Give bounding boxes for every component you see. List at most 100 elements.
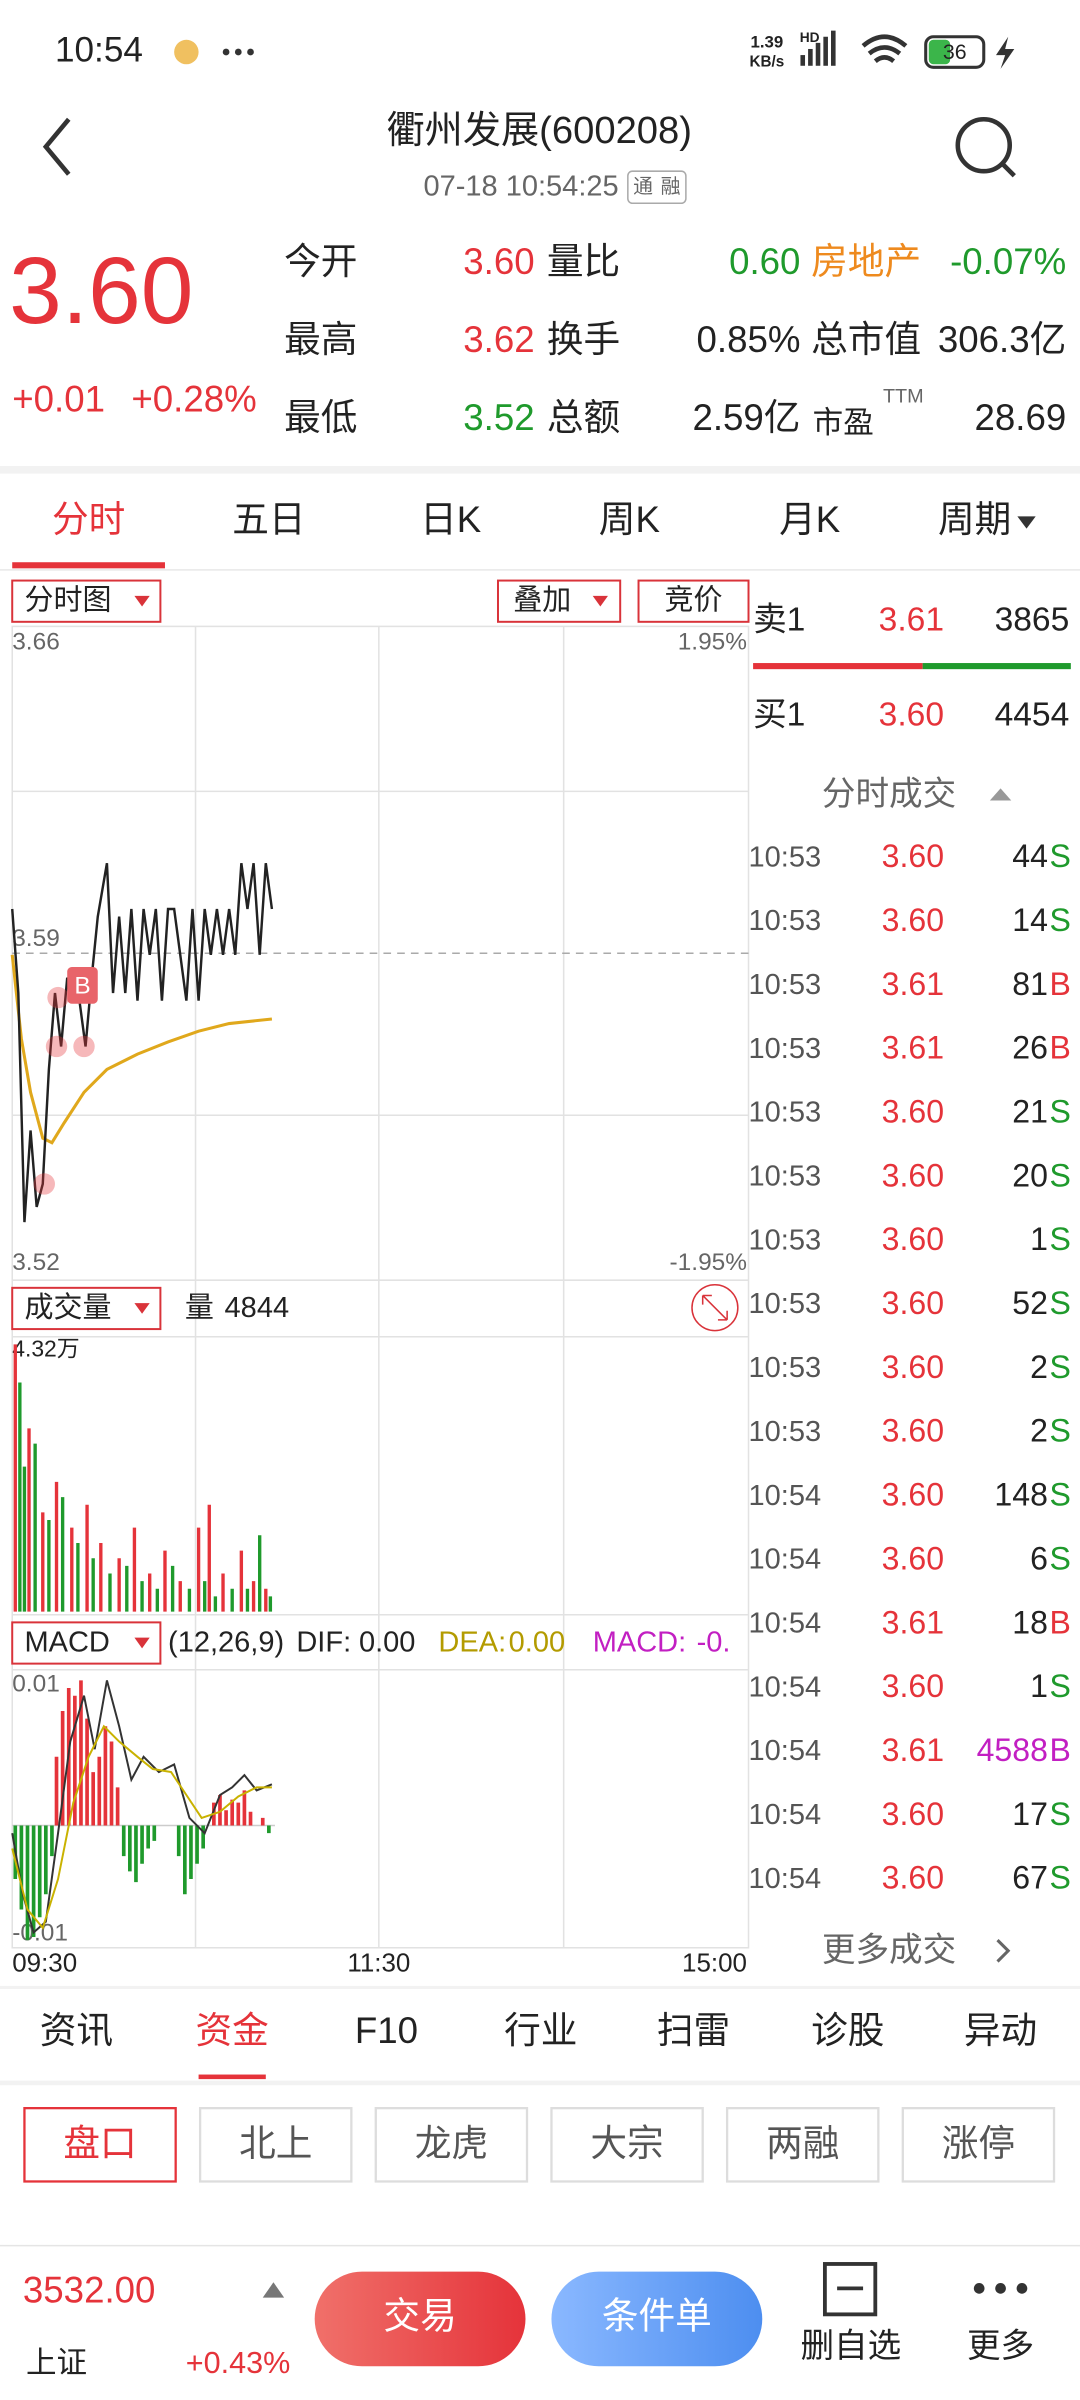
condition-button[interactable] <box>551 2271 763 2367</box>
average-price-line <box>10 954 273 1145</box>
trade-price: 3.61 <box>882 1732 944 1768</box>
sub-tab-frame[interactable] <box>198 2107 353 2183</box>
trade-time: 10:53 <box>749 1224 822 1256</box>
sector-name[interactable]: 房地产 <box>811 241 921 282</box>
sub-tab[interactable]: 北上 <box>239 2123 312 2164</box>
trade-price: 3.60 <box>882 1668 944 1704</box>
info-tabs: 资讯 资金 F10 行业 扫雷 诊股 异动 <box>40 2010 1037 2080</box>
period-tab[interactable]: 月K <box>779 499 841 540</box>
battery-text: 36 <box>943 40 967 64</box>
trade-side: S <box>1049 1540 1070 1576</box>
sub-tab-frame[interactable] <box>23 2107 177 2183</box>
sub-tab[interactable]: 两融 <box>766 2123 839 2164</box>
sub-tab[interactable]: 涨停 <box>942 2123 1015 2164</box>
sub-tab[interactable]: 大宗 <box>590 2123 663 2164</box>
more-icon[interactable] <box>973 2283 1028 2294</box>
period-tab[interactable]: 分时 <box>52 499 125 540</box>
mode-button[interactable] <box>11 579 162 623</box>
bid-price: 3.60 <box>879 696 944 733</box>
trade-volume: 148 <box>994 1477 1048 1513</box>
period-tab[interactable]: 日K <box>420 499 482 540</box>
info-tab[interactable]: 扫雷 <box>657 2010 730 2051</box>
change: +0.01 <box>12 379 105 420</box>
info-tab[interactable]: 诊股 <box>811 2010 884 2051</box>
status-time: 10:54 <box>55 30 143 69</box>
price-axis-label: 3.52 <box>12 1249 60 1276</box>
trade-side: B <box>1049 1732 1070 1768</box>
chart-buttons <box>11 579 750 1665</box>
stat-value: -0.07% <box>950 241 1066 282</box>
info-tab[interactable]: F10 <box>355 2010 418 2051</box>
trade-time: 10:53 <box>749 969 822 1001</box>
sub-tab-frame[interactable] <box>550 2107 704 2183</box>
period-tab[interactable]: 周K <box>599 499 661 540</box>
trade-price: 3.60 <box>882 1477 944 1513</box>
period-tab[interactable]: 五日 <box>232 499 305 540</box>
trade-price: 3.61 <box>882 1604 944 1640</box>
wifi-icon <box>861 34 908 64</box>
separator <box>0 1985 1080 1989</box>
trade-volume: 2 <box>1030 1413 1048 1449</box>
trade-side: S <box>1049 902 1070 938</box>
dif-line <box>11 1680 273 1935</box>
more-dots <box>222 48 254 56</box>
sub-tab-frame[interactable] <box>901 2107 1056 2183</box>
trade-list: 10:53 3.60 44 S10:53 3.60 14 S10:53 3.61 81 B10:5… <box>749 838 1071 1896</box>
index-value: 3532.00 <box>23 2270 156 2311</box>
trade-time: 10:54 <box>749 1671 822 1703</box>
bid-volume: 4454 <box>995 696 1070 733</box>
stock-title: 衢州发展(600208) <box>386 109 692 152</box>
stat-value: 3.62 <box>463 319 534 360</box>
trade-side: S <box>1049 1093 1070 1129</box>
price-axis-label: 3.66 <box>12 629 60 656</box>
volume-bars-down <box>18 1382 273 1612</box>
info-tab[interactable]: 异动 <box>964 2010 1037 2051</box>
sub-tab-frame[interactable] <box>374 2107 529 2183</box>
back-button[interactable] <box>42 117 71 176</box>
trade-side: S <box>1049 1349 1070 1385</box>
volume-selector[interactable] <box>11 1286 162 1331</box>
time-axis-label: 09:30 <box>12 1947 77 1977</box>
stat-value: 0.60 <box>729 241 800 282</box>
trade-marker <box>67 967 98 1004</box>
macd-selector[interactable] <box>11 1621 162 1665</box>
volume-axis-label: 4.32万 <box>12 1336 80 1362</box>
trade-side: S <box>1049 1796 1070 1832</box>
sub-tab[interactable]: 龙虎 <box>415 2123 488 2164</box>
trade-button[interactable] <box>314 2271 526 2367</box>
trade-volume: 2 <box>1030 1349 1048 1385</box>
search-button[interactable] <box>955 116 1016 178</box>
period-tab[interactable]: 周期 <box>938 499 1011 540</box>
price-axis-label: 3.59 <box>12 925 60 952</box>
sub-tab-frame[interactable] <box>725 2107 880 2183</box>
app-icon <box>174 39 199 65</box>
more-trades[interactable]: 更多成交 <box>822 1931 956 1969</box>
charging-icon <box>995 36 1015 69</box>
watchlist-icon[interactable] <box>822 2262 878 2317</box>
mode-button-label: 分时图 <box>24 584 111 617</box>
info-tab[interactable]: 资金 <box>196 2010 269 2051</box>
price-line <box>11 862 274 1223</box>
expand-button[interactable] <box>691 1284 739 1332</box>
stat-label: 最高 <box>284 319 357 360</box>
trade-time: 10:53 <box>749 1097 822 1129</box>
trade-volume: 21 <box>1012 1093 1048 1129</box>
trade-price: 3.60 <box>882 1796 944 1832</box>
info-tab[interactable]: 资讯 <box>40 2010 113 2051</box>
time-axis-label: 15:00 <box>682 1947 747 1977</box>
trade-side: S <box>1049 1285 1070 1321</box>
dea-value: 0.00 <box>509 1626 565 1658</box>
info-tab[interactable]: 行业 <box>504 2010 577 2051</box>
trade-time: 10:54 <box>749 1544 822 1576</box>
trade-side: S <box>1049 1477 1070 1513</box>
auction-button[interactable] <box>637 579 750 623</box>
condition-button-label: 条件单 <box>602 2296 712 2337</box>
macd-axis-label: 0.01 <box>12 1670 60 1697</box>
separator <box>0 465 1080 474</box>
trade-side: S <box>1049 1413 1070 1449</box>
trade-time: 10:54 <box>749 1735 822 1767</box>
sub-tab[interactable]: 盘口 <box>63 2123 136 2164</box>
trade-volume: 14 <box>1012 902 1048 938</box>
dif-label: DIF: <box>296 1626 351 1658</box>
